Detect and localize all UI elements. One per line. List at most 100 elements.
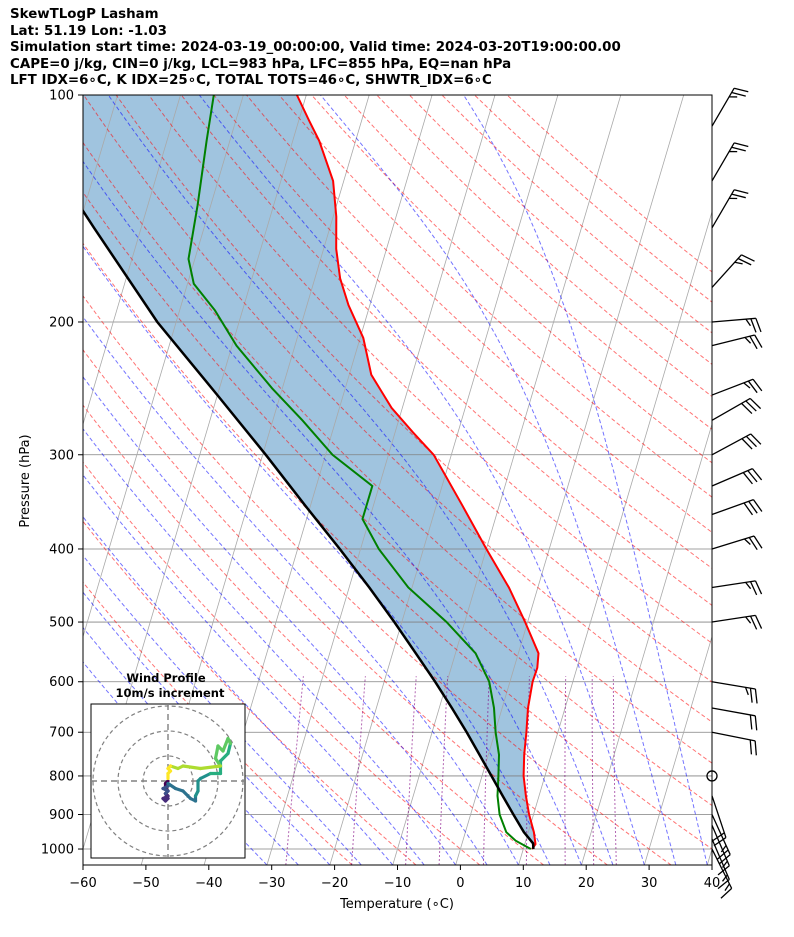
barb-feather [752,499,763,512]
barb-feather [743,502,754,516]
hodograph-segment [221,736,230,753]
wind-barb [711,468,763,487]
x-tick-label: 0 [456,876,464,891]
station-coords: Lat: 51.19 Lon: -1.03 [10,23,167,39]
barb-feather [748,537,758,551]
moist-adiabat [107,95,614,865]
dry-adiabat [83,141,712,764]
dry-adiabat [311,95,712,464]
moist-adiabat [463,95,708,865]
x-tick-label: −20 [321,876,348,891]
barb-feather [720,887,733,899]
wind-barb [711,254,755,288]
isotherm-0 [455,95,685,865]
barb-feather [747,380,758,394]
isotherm-20 [581,422,712,865]
barb-feather [749,581,758,596]
wind-barb [711,397,762,421]
wind-barb [711,189,749,229]
barb-staff [711,142,735,182]
moist-adiabat [83,516,394,865]
barb-staff [711,614,756,623]
y-tick-label: 1000 [41,843,74,858]
dry-adiabat [409,95,712,365]
barb-staff [711,189,735,229]
barb-feather [749,615,758,630]
wind-barb [711,499,763,516]
barb-staff [711,378,754,396]
barb-feather [745,400,757,412]
mixing-ratio-line [612,676,617,865]
x-axis-ticks: −60 −50 −40 −30 −20 −10 0 10 20 30 40 [69,865,720,891]
hodograph-subtitle: 10m/s increment [116,686,225,700]
barb-feather [711,832,725,842]
barb-feather [737,257,752,266]
barb-staff [711,433,752,456]
isotherm--70 [83,95,244,639]
background-lines [83,95,712,865]
wind-barb [711,614,763,630]
wind-barb [711,433,762,456]
barb-feather [754,688,758,704]
y-tick-label: 700 [49,726,74,741]
y-axis-label: Pressure (hPa) [18,434,33,527]
moist-adiabat [83,428,457,865]
dry-adiabat [115,95,712,683]
y-tick-label: 300 [49,448,74,463]
wind-barbs [706,87,763,899]
mixing-ratio-line [564,676,567,865]
isotherm--80 [83,95,181,426]
skewt-plot-content [83,95,712,865]
isotherm--20 [329,95,559,865]
barb-feather [754,580,763,595]
y-tick-label: 400 [49,542,74,557]
mixing-ratio-line [285,676,304,865]
mixing-ratio-line [438,676,449,865]
barb-feather [748,500,758,514]
moist-adiabat [83,626,299,865]
barb-feather [754,334,763,348]
barb-feather [754,715,758,731]
x-tick-label: −60 [69,876,96,891]
barb-feather [755,318,762,333]
wind-barb [711,707,758,731]
y-axis-ticks: 100 200 300 400 500 600 700 800 900 1000 [41,89,83,858]
hodograph-segment [218,751,230,763]
temperature-line [295,95,540,850]
moist-adiabat [83,376,488,865]
barb-feather [743,382,751,389]
moist-adiabat [83,245,551,865]
mixing-ratio-line [405,676,417,865]
barb-feather [745,318,751,327]
barb-feather [731,146,746,152]
hodograph-segment [198,771,213,781]
barb-staff [711,707,756,717]
barb-feather [734,189,749,194]
dry-adiabat [83,581,353,865]
barb-feather [754,615,763,629]
isotherm-30 [643,635,712,865]
barb-feather [751,468,763,481]
barb-feather [718,854,731,865]
barb-staff [711,87,735,127]
hodograph-ring [117,730,219,832]
barb-feather [749,714,753,730]
x-tick-label: 10 [515,876,532,891]
mixing-ratio-line [525,676,530,865]
mixing-ratio-line [591,676,595,865]
wind-barb [711,580,763,596]
barb-feather [717,865,730,876]
barb-feather [749,688,753,703]
barb-staff [711,731,756,742]
barb-feather [741,254,755,262]
barb-feather [745,581,752,590]
dry-adiabat [83,242,712,850]
barb-feather [716,849,729,860]
barb-feather [741,438,753,450]
barb-feather [744,687,749,696]
barb-feather [753,535,763,549]
wind-barb [711,378,763,396]
chart-header: SkewTLogP Lasham Lat: 51.19 Lon: -1.03 S… [10,7,790,90]
barb-staff [711,397,751,421]
y-tick-label: 800 [49,769,74,784]
